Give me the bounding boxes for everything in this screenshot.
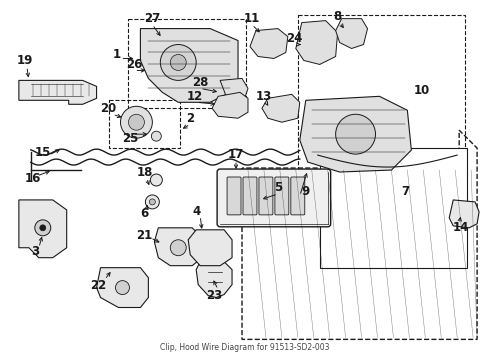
- Bar: [128, 19, 246, 108]
- Circle shape: [116, 280, 129, 294]
- Polygon shape: [300, 96, 412, 172]
- Text: 28: 28: [192, 76, 208, 89]
- Text: 14: 14: [453, 221, 469, 234]
- Text: 4: 4: [192, 205, 200, 219]
- Text: 27: 27: [144, 12, 161, 25]
- Text: 24: 24: [287, 32, 303, 45]
- FancyBboxPatch shape: [291, 177, 305, 215]
- Text: Clip, Hood Wire Diagram for 91513-SD2-003: Clip, Hood Wire Diagram for 91513-SD2-00…: [160, 343, 330, 352]
- Text: 22: 22: [91, 279, 107, 292]
- Text: 10: 10: [413, 84, 429, 97]
- Text: 25: 25: [122, 132, 139, 145]
- Polygon shape: [262, 94, 300, 122]
- Text: 6: 6: [140, 207, 148, 220]
- Bar: [298, 15, 465, 182]
- Text: 15: 15: [35, 145, 51, 159]
- Text: 7: 7: [401, 185, 410, 198]
- Circle shape: [336, 114, 375, 154]
- Polygon shape: [154, 228, 202, 266]
- FancyBboxPatch shape: [217, 169, 331, 227]
- Text: 8: 8: [334, 10, 342, 23]
- Text: 12: 12: [187, 90, 203, 103]
- Circle shape: [128, 114, 145, 130]
- Polygon shape: [188, 230, 232, 266]
- Text: 2: 2: [186, 112, 194, 125]
- Bar: [108, 100, 180, 148]
- FancyBboxPatch shape: [275, 177, 289, 215]
- Circle shape: [149, 199, 155, 205]
- Polygon shape: [212, 92, 248, 118]
- Polygon shape: [141, 28, 238, 102]
- Polygon shape: [336, 19, 368, 49]
- Bar: [319, 148, 467, 268]
- Text: 20: 20: [100, 102, 117, 115]
- Circle shape: [121, 106, 152, 138]
- Circle shape: [171, 240, 186, 256]
- Text: 13: 13: [256, 90, 272, 103]
- Circle shape: [150, 174, 162, 186]
- Text: 21: 21: [136, 229, 152, 242]
- FancyBboxPatch shape: [243, 177, 257, 215]
- Circle shape: [151, 131, 161, 141]
- Polygon shape: [97, 268, 148, 307]
- Polygon shape: [250, 28, 288, 58]
- Text: 23: 23: [206, 289, 222, 302]
- Text: 3: 3: [31, 245, 39, 258]
- Text: 9: 9: [302, 185, 310, 198]
- Circle shape: [171, 54, 186, 71]
- Polygon shape: [449, 200, 479, 228]
- Text: 11: 11: [244, 12, 260, 25]
- FancyBboxPatch shape: [259, 177, 273, 215]
- Text: 18: 18: [136, 166, 152, 179]
- Text: 1: 1: [112, 48, 121, 61]
- Text: 19: 19: [17, 54, 33, 67]
- Polygon shape: [19, 200, 67, 258]
- Polygon shape: [19, 80, 97, 104]
- Text: 16: 16: [24, 171, 41, 185]
- Circle shape: [35, 220, 51, 236]
- Polygon shape: [196, 262, 232, 298]
- Circle shape: [146, 195, 159, 209]
- Text: 26: 26: [126, 58, 143, 71]
- Circle shape: [160, 45, 196, 80]
- FancyBboxPatch shape: [227, 177, 241, 215]
- Polygon shape: [220, 78, 248, 106]
- Text: 17: 17: [228, 148, 244, 161]
- Text: 5: 5: [274, 181, 282, 194]
- Polygon shape: [296, 21, 338, 64]
- Circle shape: [40, 225, 46, 231]
